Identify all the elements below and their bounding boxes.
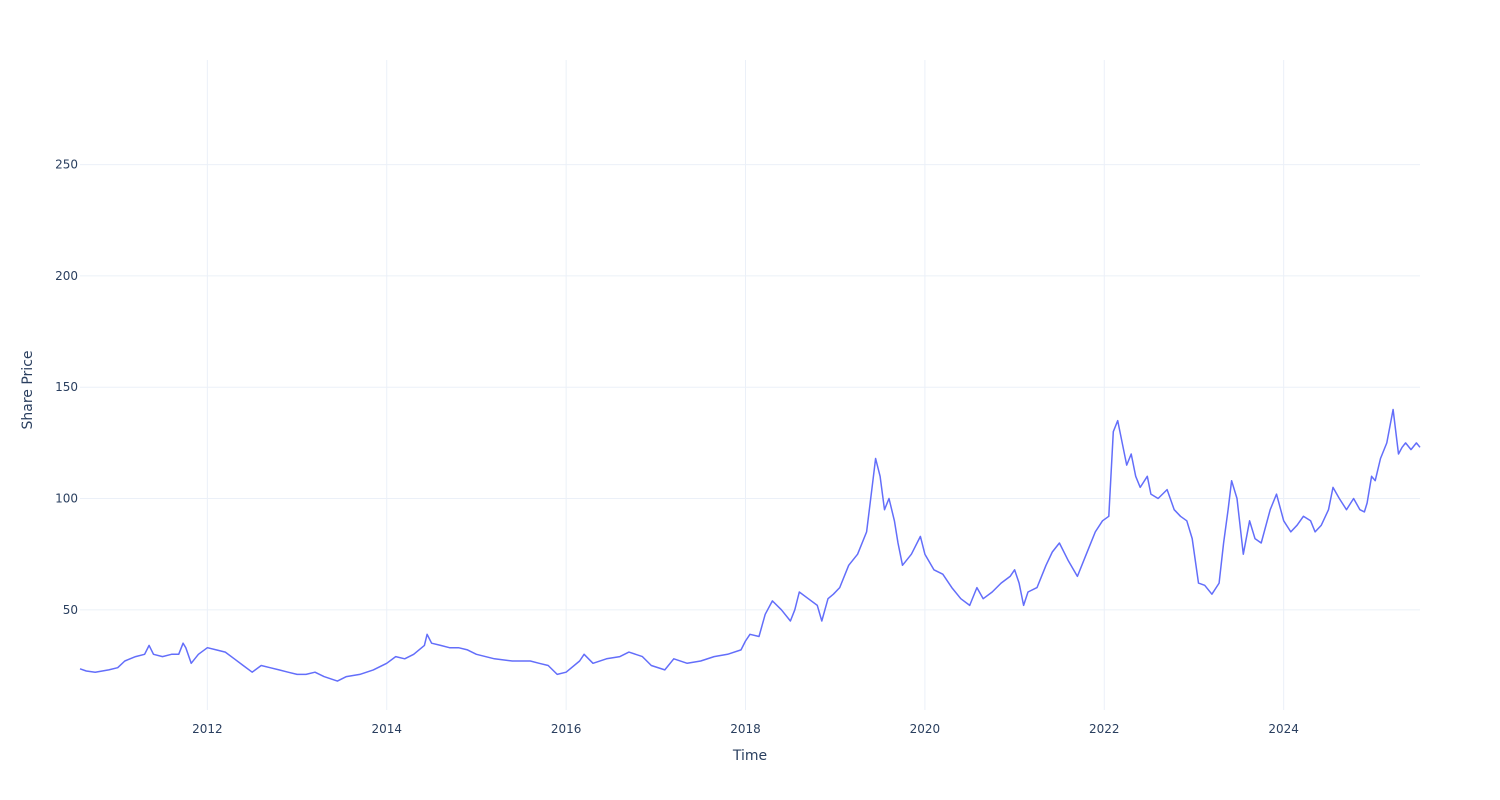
y-tick-label: 200 bbox=[55, 269, 78, 283]
y-axis-title: Share Price bbox=[20, 350, 36, 429]
series-line bbox=[79, 408, 1421, 682]
x-axis-title: Time bbox=[732, 748, 767, 764]
x-tick-label: 2016 bbox=[551, 722, 582, 736]
x-tick-label: 2024 bbox=[1268, 722, 1299, 736]
x-tick-label: 2014 bbox=[371, 722, 402, 736]
y-tick-labels: 50 100 150 200 250 bbox=[55, 158, 78, 617]
y-tick-label: 50 bbox=[63, 603, 78, 617]
x-gridlines bbox=[206, 60, 1285, 710]
x-tick-label: 2022 bbox=[1089, 722, 1120, 736]
x-tick-label: 2018 bbox=[730, 722, 761, 736]
x-tick-label: 2012 bbox=[192, 722, 223, 736]
x-tick-label: 2020 bbox=[910, 722, 941, 736]
y-gridlines bbox=[80, 164, 1420, 611]
x-tick-labels: 2012 2014 2016 2018 2020 2022 2024 bbox=[192, 722, 1299, 736]
y-tick-label: 100 bbox=[55, 492, 78, 506]
y-tick-label: 150 bbox=[55, 380, 78, 394]
y-tick-label: 250 bbox=[55, 158, 78, 172]
series-group bbox=[79, 408, 1421, 682]
